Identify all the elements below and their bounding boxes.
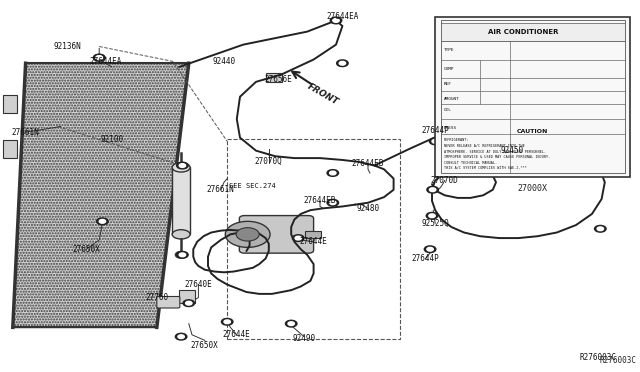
Circle shape	[236, 228, 259, 241]
Circle shape	[429, 138, 441, 145]
Text: 92100: 92100	[100, 135, 124, 144]
FancyBboxPatch shape	[157, 296, 180, 308]
Circle shape	[178, 335, 184, 339]
Circle shape	[93, 54, 105, 61]
FancyBboxPatch shape	[239, 216, 314, 253]
Text: 27661N: 27661N	[12, 128, 40, 137]
FancyBboxPatch shape	[435, 17, 630, 177]
Text: 27661N: 27661N	[207, 185, 235, 194]
Circle shape	[429, 214, 435, 218]
Text: FRONT: FRONT	[306, 83, 340, 107]
Text: 92440: 92440	[212, 57, 236, 66]
Text: R276003C: R276003C	[580, 353, 617, 362]
Circle shape	[179, 164, 186, 167]
Text: 27644P: 27644P	[412, 254, 440, 263]
Circle shape	[330, 201, 336, 205]
Text: AMOUNT: AMOUNT	[444, 97, 460, 100]
Circle shape	[99, 219, 106, 223]
Text: CONSULT TECHNICAL MANUAL.: CONSULT TECHNICAL MANUAL.	[444, 161, 497, 164]
Bar	[266, 73, 282, 82]
Circle shape	[337, 60, 348, 67]
Text: REFRIGERANT:: REFRIGERANT:	[444, 138, 469, 142]
Text: PRESS: PRESS	[444, 126, 457, 130]
Ellipse shape	[172, 230, 190, 239]
Text: 27000X: 27000X	[518, 185, 548, 193]
Circle shape	[339, 61, 346, 65]
Text: REF: REF	[444, 82, 451, 86]
Text: 27644P: 27644P	[421, 126, 449, 135]
Text: NEVER RELEASE A/C REFRIGERANT INTO THE: NEVER RELEASE A/C REFRIGERANT INTO THE	[444, 144, 524, 148]
Circle shape	[333, 19, 339, 22]
Text: CAUTION: CAUTION	[517, 129, 548, 134]
Text: 92480: 92480	[356, 204, 380, 213]
Polygon shape	[13, 63, 189, 327]
Bar	[179, 290, 195, 303]
Text: 27760: 27760	[145, 293, 168, 302]
Text: 27644EA: 27644EA	[326, 12, 358, 21]
Text: OIL: OIL	[444, 108, 451, 112]
Text: 92136N: 92136N	[53, 42, 81, 51]
Circle shape	[327, 170, 339, 176]
Circle shape	[427, 186, 438, 193]
Circle shape	[424, 246, 436, 253]
Text: THIS A/C SYSTEM COMPLIES WITH SAE-J-***: THIS A/C SYSTEM COMPLIES WITH SAE-J-***	[444, 166, 526, 170]
Circle shape	[97, 218, 108, 225]
Bar	[3, 140, 17, 158]
Circle shape	[93, 54, 105, 61]
Circle shape	[225, 221, 270, 247]
Circle shape	[327, 199, 339, 206]
Circle shape	[186, 301, 192, 305]
Circle shape	[178, 253, 184, 257]
Text: 92450: 92450	[500, 146, 524, 155]
Bar	[172, 167, 190, 234]
Circle shape	[427, 247, 433, 251]
Circle shape	[177, 162, 188, 169]
Circle shape	[175, 251, 187, 258]
Circle shape	[96, 56, 102, 60]
Circle shape	[221, 318, 233, 325]
Text: 27644EA: 27644EA	[90, 57, 122, 66]
Circle shape	[177, 251, 188, 258]
Text: 27070D: 27070D	[431, 176, 459, 185]
Text: 27650X: 27650X	[72, 245, 100, 254]
Circle shape	[429, 188, 436, 192]
Text: SEE SEC.274: SEE SEC.274	[229, 183, 276, 189]
Circle shape	[295, 236, 301, 240]
Circle shape	[292, 235, 304, 241]
Circle shape	[426, 212, 438, 219]
Text: R276003C: R276003C	[600, 356, 637, 365]
Circle shape	[330, 171, 336, 175]
Circle shape	[179, 253, 186, 257]
Text: 27644EB: 27644EB	[304, 196, 336, 205]
Circle shape	[597, 227, 604, 231]
Text: 92525Q: 92525Q	[421, 219, 449, 228]
Text: 92490: 92490	[292, 334, 316, 343]
Circle shape	[595, 225, 606, 232]
Bar	[305, 231, 321, 238]
Ellipse shape	[172, 163, 190, 172]
Text: AIR CONDITIONER: AIR CONDITIONER	[488, 29, 559, 35]
Text: 27644E: 27644E	[223, 330, 251, 339]
Text: TYPE: TYPE	[444, 48, 454, 52]
Text: 27640E: 27640E	[184, 280, 212, 289]
Text: IMPROPER SERVICE & USED MAY CAUSE PERSONAL INJURY.: IMPROPER SERVICE & USED MAY CAUSE PERSON…	[444, 155, 550, 159]
Circle shape	[285, 320, 297, 327]
Circle shape	[183, 300, 195, 307]
Circle shape	[175, 333, 187, 340]
Bar	[227, 140, 400, 339]
Bar	[3, 95, 17, 113]
Circle shape	[288, 322, 294, 326]
Text: 27644EB: 27644EB	[352, 159, 384, 168]
Text: ATMOSPHERE. SERVICE AT DULY QUALIFIED PERSONNEL.: ATMOSPHERE. SERVICE AT DULY QUALIFIED PE…	[444, 150, 545, 153]
Circle shape	[432, 140, 438, 143]
Bar	[441, 23, 625, 41]
Text: COMP: COMP	[444, 67, 454, 71]
Text: 27656E: 27656E	[264, 76, 292, 84]
Text: 27650X: 27650X	[191, 341, 219, 350]
Circle shape	[330, 17, 342, 24]
Text: 27644E: 27644E	[300, 237, 328, 246]
Circle shape	[96, 56, 102, 60]
Circle shape	[224, 320, 230, 324]
Text: 27070Q: 27070Q	[255, 157, 283, 166]
